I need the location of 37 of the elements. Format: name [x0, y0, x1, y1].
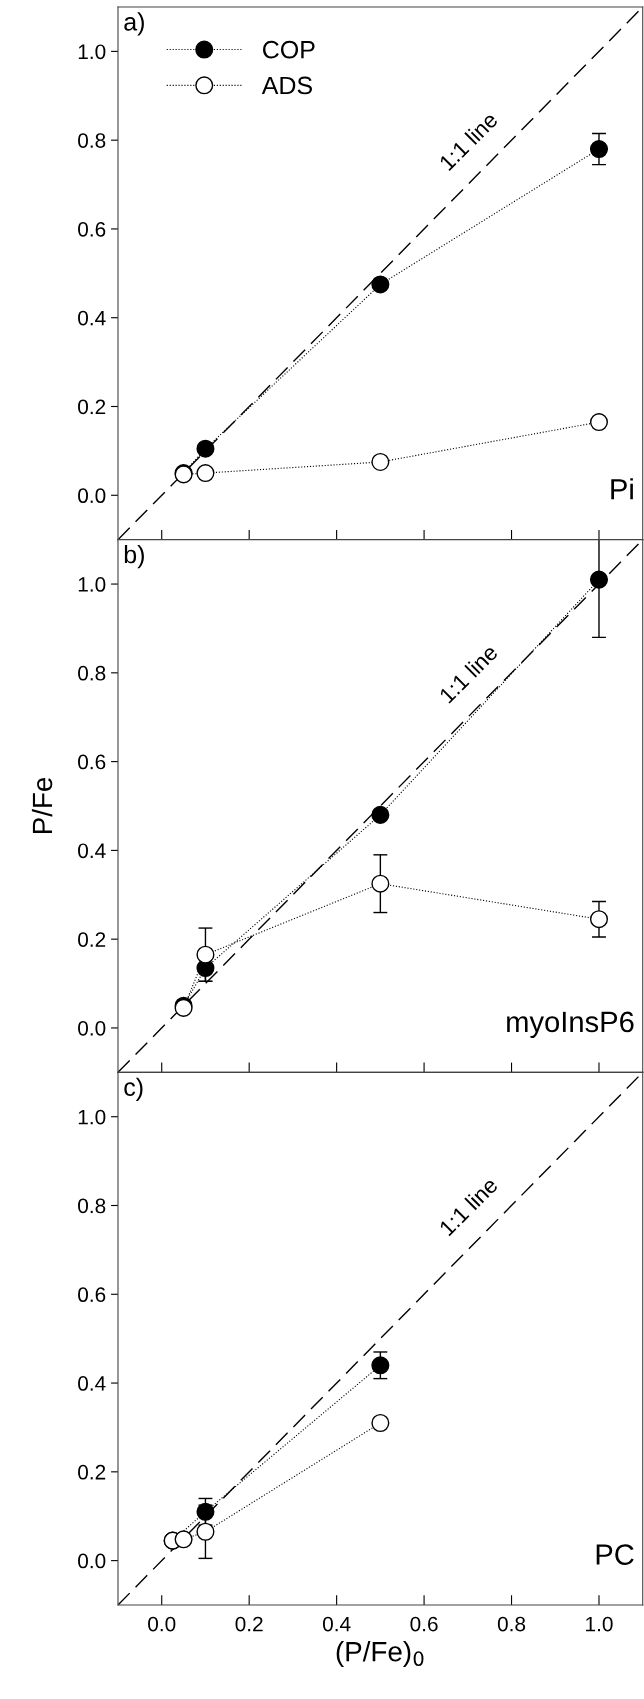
y-tick-label: 0.8: [78, 133, 106, 148]
legend-label: ADS: [261, 76, 312, 95]
y-tick-label: 0.2: [78, 932, 106, 947]
x-tick-label: 0.2: [235, 1616, 263, 1632]
annotation: b): [124, 544, 144, 569]
x-tick-label: 0.8: [497, 1616, 526, 1632]
y-tick-label: 0.0: [78, 488, 106, 504]
text: 1:1 line: [438, 643, 499, 704]
annotation: myoInsP6: [507, 1011, 634, 1038]
y-tick-label: 0.0: [78, 1553, 106, 1569]
y-tick-label: 0.6: [78, 221, 106, 237]
x-tick-label: 1.0: [586, 1616, 613, 1632]
text: 1:1 line: [438, 110, 499, 172]
y-tick-label: 0.4: [78, 310, 106, 326]
y-tick-label: 0.0: [78, 1020, 106, 1036]
x-tick-label: 0.0: [148, 1616, 176, 1632]
y-tick-label: 0.6: [78, 754, 106, 770]
y-tick-label: 0.8: [78, 1198, 106, 1214]
text: 1:1 line: [438, 1176, 499, 1237]
y-tick-label: 0.2: [78, 399, 106, 415]
x-tick-label: 0.6: [410, 1616, 438, 1632]
legend-label: COP: [263, 40, 315, 59]
y-tick-label: 0.2: [78, 1464, 106, 1480]
y-tick-label: 0.8: [78, 665, 106, 681]
annotation: Pi: [611, 478, 633, 500]
annotation: PC: [596, 1544, 634, 1565]
y-tick-label: 1.0: [78, 1109, 106, 1125]
y-axis-title: P/Fe: [31, 777, 53, 834]
annotation: c): [124, 1077, 143, 1101]
y-tick-label: 0.4: [78, 843, 106, 859]
y-tick-label: 1.0: [78, 577, 106, 592]
y-tick-label: 0.4: [78, 1376, 106, 1391]
x-tick-label: 0.4: [322, 1616, 351, 1632]
y-tick-label: 0.6: [78, 1287, 106, 1303]
annotation: a): [124, 12, 144, 36]
y-tick-label: 1.0: [78, 44, 106, 60]
x-axis-title: (P/Fe)$_{0}$: [336, 1641, 424, 1667]
